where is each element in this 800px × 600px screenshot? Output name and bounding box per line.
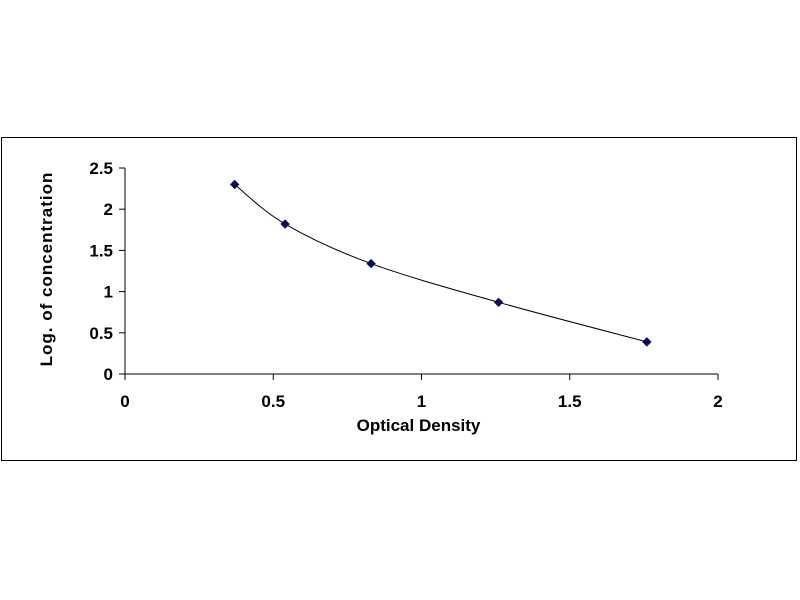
x-ticks: 0 0.5 1 1.5 2 [120, 374, 723, 411]
data-point [366, 258, 376, 269]
data-points [229, 179, 652, 347]
x-axis-title: Optical Density [357, 416, 481, 435]
data-point [493, 297, 504, 308]
data-point [280, 219, 290, 229]
x-tick-label: 1.5 [558, 392, 582, 411]
data-point [642, 337, 652, 347]
y-tick-label: 0 [104, 365, 113, 384]
y-tick-label: 2 [104, 200, 113, 219]
axes [124, 168, 718, 375]
x-tick-label: 1 [417, 392, 426, 411]
x-tick-label: 0 [120, 392, 129, 411]
x-tick-label: 0.5 [261, 392, 285, 411]
y-tick-label: 1 [104, 283, 113, 302]
y-tick-label: 2.5 [89, 159, 113, 178]
y-ticks: 0 0.5 1 1.5 2 2.5 [89, 159, 125, 384]
y-axis-title: Log. of concentration [37, 172, 56, 367]
y-tick-label: 0.5 [89, 324, 113, 343]
data-point [229, 179, 240, 190]
y-tick-label: 1.5 [89, 241, 113, 260]
chart-frame [1, 137, 797, 461]
series-line [234, 184, 647, 343]
x-tick-label: 2 [713, 392, 722, 411]
